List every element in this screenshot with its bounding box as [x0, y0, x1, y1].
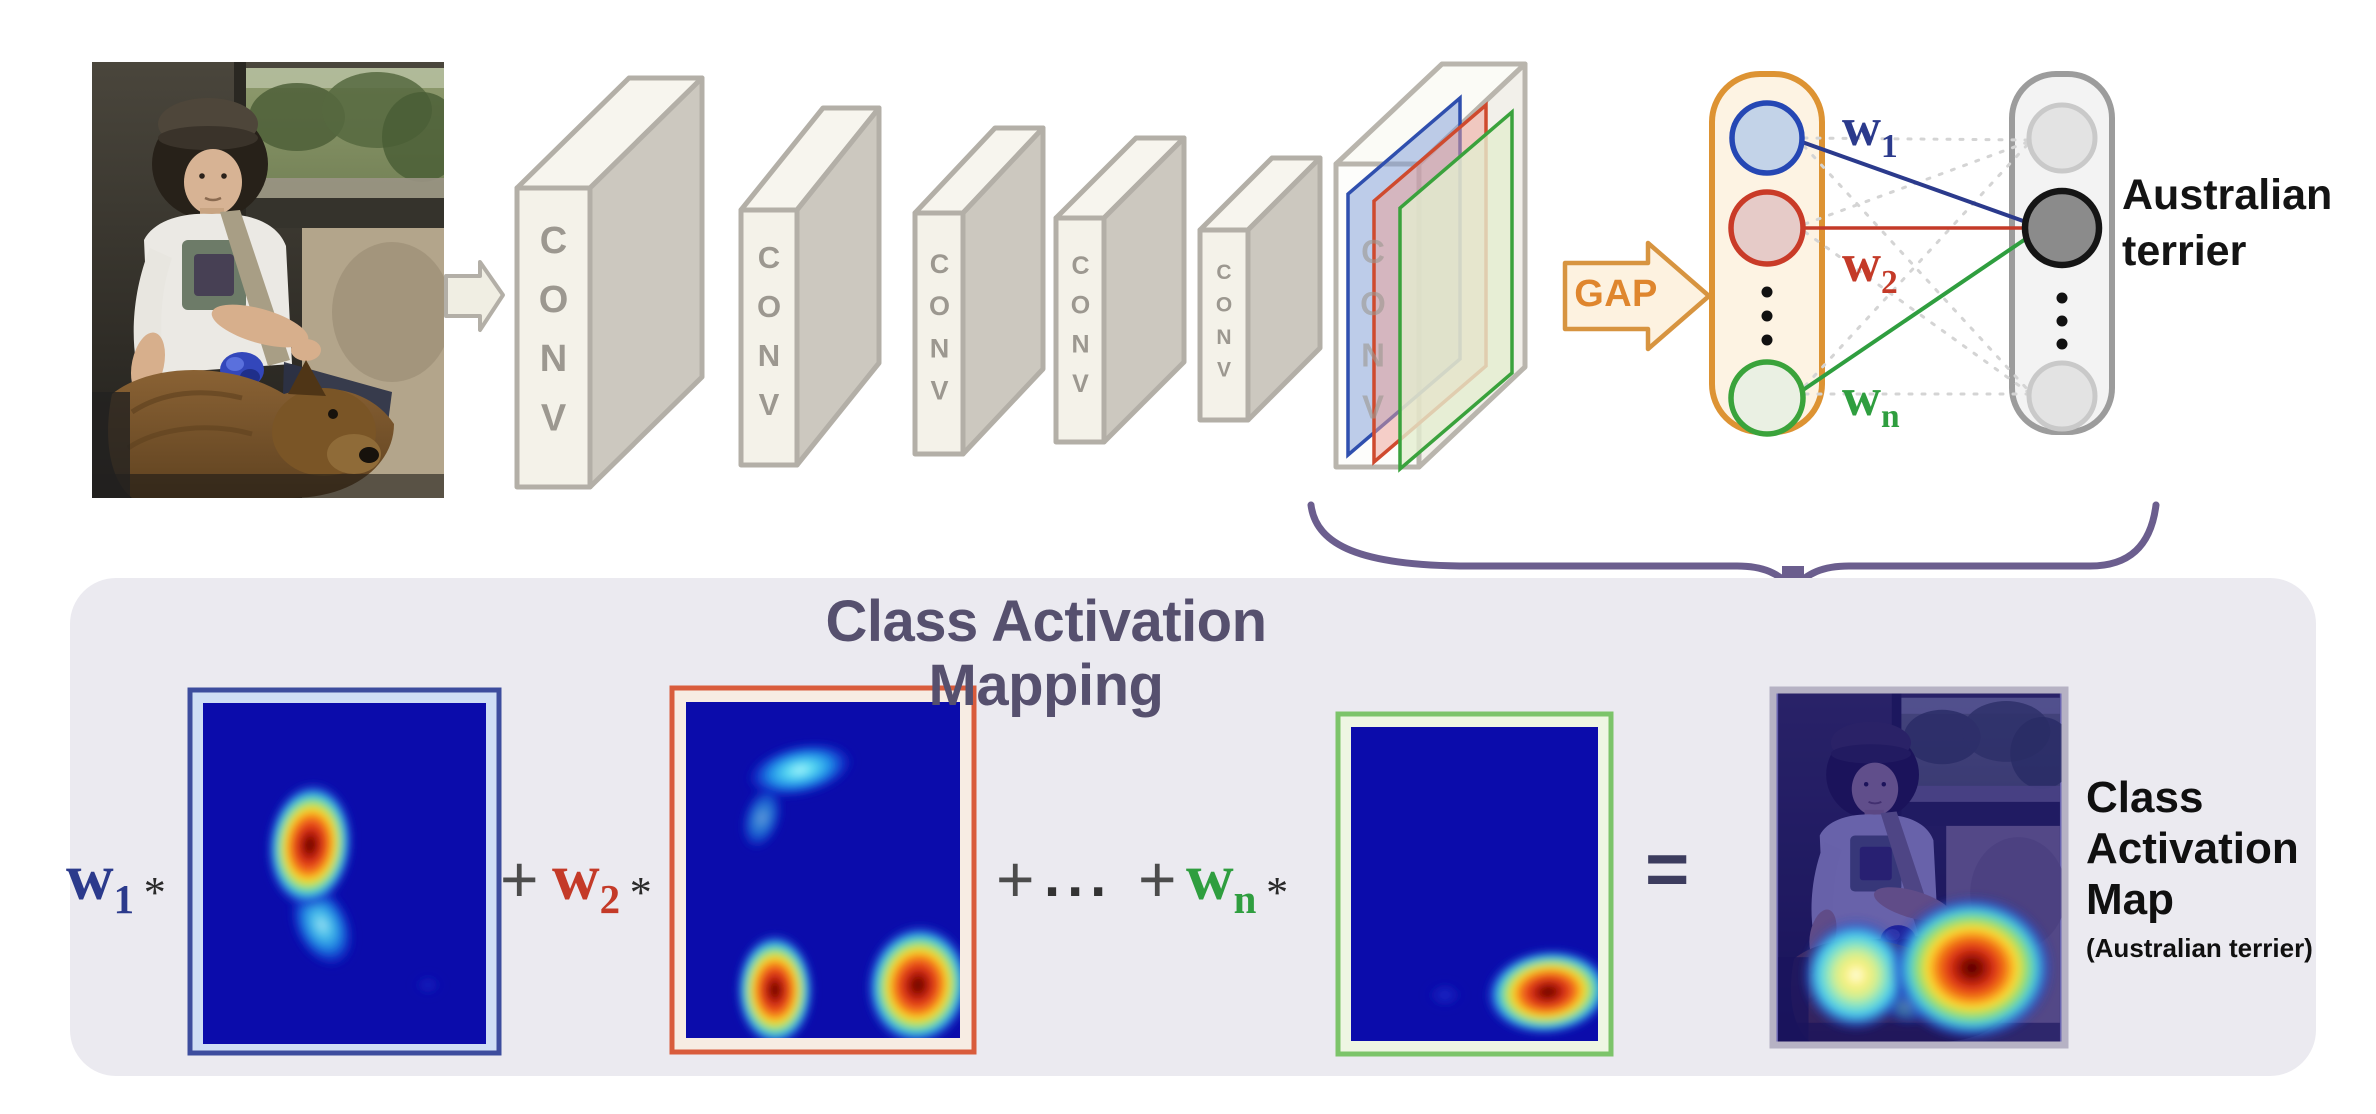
result-label-line3: Map — [2086, 875, 2174, 925]
conv-block-3 — [912, 125, 1046, 457]
gap-unit-nodes — [1728, 100, 1806, 437]
weight-line-w1 — [1801, 140, 2027, 224]
eq-ellipsis: ... — [1044, 844, 1114, 909]
input-photo — [92, 62, 462, 498]
eq-star-3: * — [1266, 867, 1289, 917]
unit-node-red — [1728, 189, 1806, 267]
output-class-label: Australian terrier — [2122, 168, 2332, 280]
eq-w1-base: w — [66, 841, 114, 914]
gap-arrow — [1562, 240, 1712, 352]
conv-label-1: CONV — [532, 219, 575, 457]
eq-wn-base: w — [1186, 841, 1234, 914]
conv-label-3: CONV — [924, 248, 955, 418]
output-unit-nodes — [2021, 102, 2103, 432]
weight-label-w2: w2 — [1842, 236, 1898, 299]
dashed-weight-lines — [1802, 136, 2030, 396]
heatmap-2 — [669, 685, 977, 1055]
eq-w2-sub: 2 — [599, 877, 621, 923]
result-label: Class Activation Map (Australian terrier… — [2086, 772, 2376, 964]
eq-plus-2: + — [996, 842, 1035, 916]
result-label-sub: (Australian terrier) — [2086, 933, 2313, 964]
brace — [1307, 501, 2160, 595]
panel-title: Class Activation Mapping — [825, 589, 1267, 718]
w2-sub: 2 — [1881, 263, 1898, 301]
conv-label-5: CONV — [1212, 261, 1236, 391]
eq-plus-3: + — [1138, 842, 1177, 916]
result-label-line1: Class — [2086, 773, 2204, 822]
eq-equals: = — [1645, 827, 1690, 912]
conv-block-1 — [514, 75, 705, 490]
feature-map-green — [1398, 108, 1514, 473]
wn-base: w — [1842, 367, 1881, 427]
output-node-australian-terrier — [2021, 187, 2103, 269]
input-arrow-icon — [444, 260, 505, 332]
conv-label-4: CONV — [1066, 251, 1095, 409]
w1-sub: 1 — [1881, 127, 1898, 165]
eq-w1-sub: 1 — [113, 877, 135, 923]
conv-block-4 — [1053, 135, 1187, 445]
eq-wn: wn * — [1186, 845, 1288, 921]
output-node-top — [2026, 102, 2098, 174]
conv-label-6: CONV — [1354, 233, 1392, 441]
output-class-line2: terrier — [2122, 226, 2247, 275]
wn-sub: n — [1881, 397, 1900, 435]
weight-line-wn — [1801, 236, 2029, 392]
eq-wn-sub: n — [1233, 877, 1257, 923]
feature-maps-block — [1333, 61, 1528, 473]
eq-w2: w2 * — [552, 845, 652, 921]
output-class-line1: Australian — [2122, 171, 2333, 219]
eq-star-2: * — [629, 867, 652, 917]
eq-w1: w1 * — [66, 845, 166, 921]
w2-base: w — [1842, 233, 1881, 293]
cam-result — [1769, 686, 2069, 1049]
eq-star-1: * — [143, 867, 166, 917]
heatmap-1 — [187, 687, 502, 1056]
eq-w2-base: w — [552, 841, 600, 914]
conv-block-2 — [738, 105, 882, 468]
unit-node-blue — [1729, 100, 1805, 176]
weight-label-wn: wn — [1842, 370, 1900, 433]
cam-panel-bg — [70, 578, 2316, 1076]
conv-block-5 — [1197, 155, 1323, 423]
heatmap-3 — [1335, 711, 1614, 1057]
weight-label-w1: w1 — [1842, 100, 1898, 163]
unit-node-green — [1728, 359, 1806, 437]
result-label-line2: Activation — [2086, 824, 2299, 874]
gap-label: GAP — [1574, 272, 1658, 315]
eq-plus-1: + — [500, 842, 539, 916]
w1-base: w — [1842, 97, 1881, 157]
conv-label-2: CONV — [751, 240, 787, 436]
output-node-bottom — [2026, 360, 2098, 432]
